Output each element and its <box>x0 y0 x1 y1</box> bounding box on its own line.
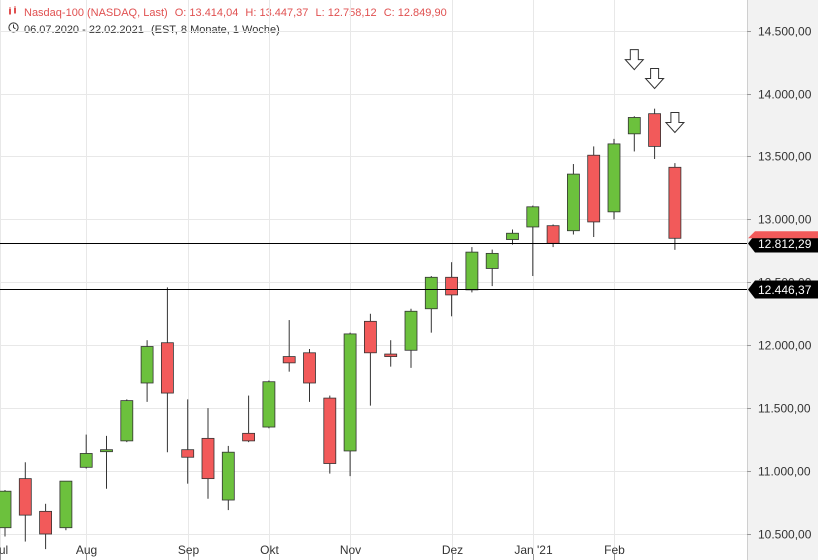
x-tick-label: Feb <box>604 543 625 557</box>
candle-down[interactable] <box>587 154 601 223</box>
down-arrow-marker[interactable] <box>624 49 645 71</box>
y-tick-label: 12.000,00 <box>758 339 812 353</box>
candle-down[interactable] <box>648 113 661 147</box>
candle-up[interactable] <box>343 333 357 452</box>
low-value: L: 12.758,12 <box>315 7 377 19</box>
candle-up[interactable] <box>262 381 276 428</box>
instrument-name: Nasdaq-100 (NASDAQ, Last) <box>24 7 168 19</box>
candle-up[interactable] <box>120 400 134 442</box>
candle-up[interactable] <box>59 480 73 529</box>
candle-up[interactable] <box>140 346 154 384</box>
y-tick-label: 13.000,00 <box>758 213 812 227</box>
candle-down[interactable] <box>242 432 256 442</box>
last-price-marker <box>748 231 818 239</box>
candle-down[interactable] <box>323 397 337 464</box>
down-arrow-marker[interactable] <box>644 67 665 90</box>
candle-down[interactable] <box>18 478 32 516</box>
candle-down[interactable] <box>668 166 682 239</box>
open-value: O: 13.414,04 <box>174 7 239 19</box>
candle-up[interactable] <box>404 310 418 351</box>
candle-down[interactable] <box>445 276 459 296</box>
y-tick-label: 11.000,00 <box>758 465 811 479</box>
date-range: 06.07.2020 - 22.02.2021 <box>24 24 144 36</box>
candle-down[interactable] <box>201 437 215 480</box>
x-tick-label: Okt <box>260 543 279 557</box>
candle-down[interactable] <box>363 320 377 354</box>
x-tick-label: Dez <box>442 543 463 557</box>
x-tick-label: Jan '21 <box>514 543 553 557</box>
candle-up[interactable] <box>0 490 12 529</box>
candle-up[interactable] <box>100 449 113 453</box>
high-value: H: 13.447,37 <box>245 7 309 19</box>
y-tick-label: 13.500,00 <box>758 150 812 164</box>
y-axis-panel <box>747 0 818 560</box>
candle-down[interactable] <box>282 356 296 364</box>
chart-header-period: 06.07.2020 - 22.02.2021 (EST, 8 Monate, … <box>6 22 284 36</box>
price-line-label: 12.812,29 <box>758 237 812 251</box>
candle-down[interactable] <box>160 342 174 394</box>
candle-up[interactable] <box>465 251 479 291</box>
candle-down[interactable] <box>303 352 316 384</box>
chart-header-quote: Nasdaq-100 (NASDAQ, Last) O: 13.414,04 H… <box>6 6 451 19</box>
candle-up[interactable] <box>526 206 540 228</box>
x-tick-label: Sep <box>178 543 200 557</box>
candle-up[interactable] <box>567 173 580 232</box>
y-tick-label: 14.000,00 <box>758 88 812 102</box>
candle-up[interactable] <box>485 252 499 269</box>
price-line-label: 12.446,37 <box>758 283 812 297</box>
clock-icon <box>6 22 20 36</box>
candle-up[interactable] <box>79 453 93 468</box>
candle-up[interactable] <box>607 143 621 213</box>
candle-down[interactable] <box>546 225 560 244</box>
down-arrow-marker[interactable] <box>664 112 686 134</box>
candle-up[interactable] <box>506 232 519 240</box>
x-tick-label: Aug <box>76 543 97 557</box>
candle-down[interactable] <box>384 353 398 357</box>
x-tick-label: Jul <box>0 543 8 557</box>
y-tick-label: 11.500,00 <box>758 402 811 416</box>
candle-up[interactable] <box>221 451 235 501</box>
y-tick-label: 14.500,00 <box>758 25 812 39</box>
period-info: (EST, 8 Monate, 1 Woche) <box>150 24 280 36</box>
y-tick-label: 10.500,00 <box>758 528 812 542</box>
x-tick-label: Nov <box>340 543 361 557</box>
candle-down[interactable] <box>181 449 195 458</box>
candle-up[interactable] <box>424 276 438 310</box>
price-line-label-box <box>748 234 818 253</box>
price-line-label-box <box>748 280 818 299</box>
close-value: C: 12.849,90 <box>383 7 447 19</box>
candlestick-icon <box>6 6 20 19</box>
candle-down[interactable] <box>39 510 52 535</box>
candle-up[interactable] <box>627 117 641 135</box>
